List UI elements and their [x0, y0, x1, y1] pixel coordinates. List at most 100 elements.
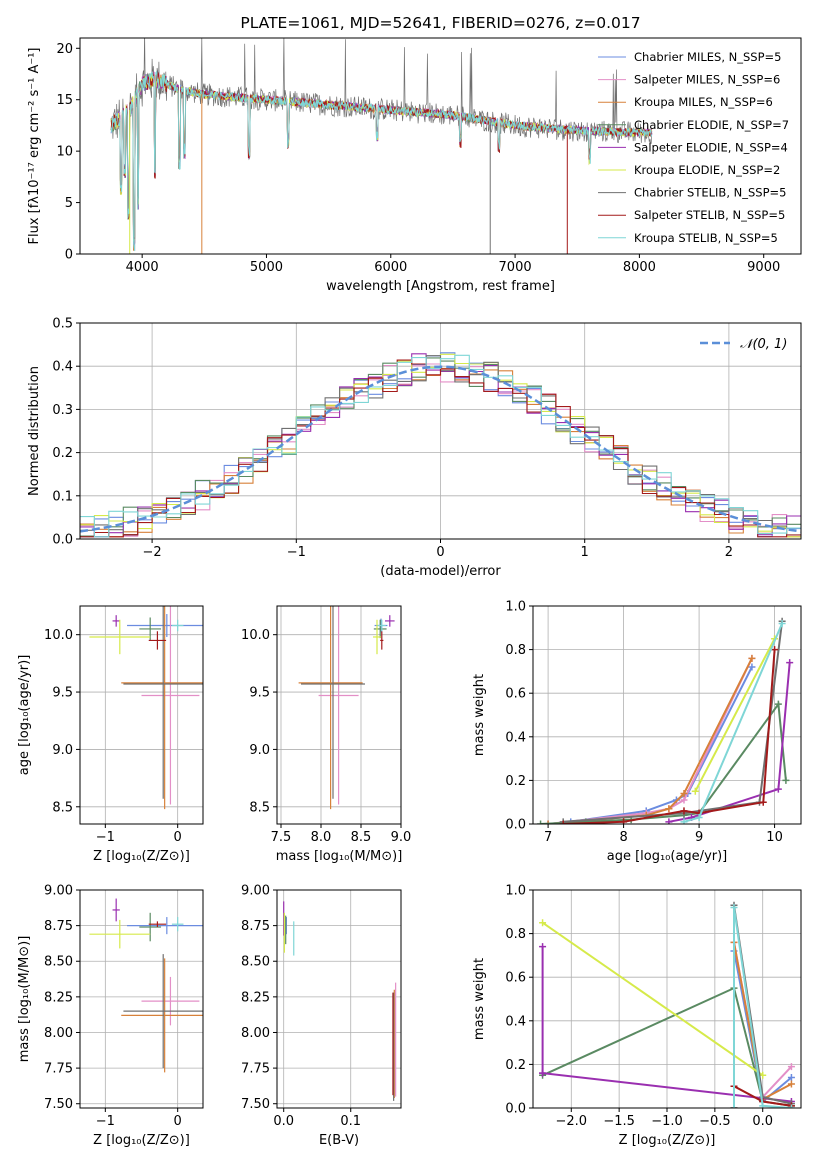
weight-marker — [680, 796, 688, 804]
y-tick-label: 8.00 — [44, 1026, 73, 1041]
x-tick-label: 9 — [695, 830, 703, 845]
x-tick-label: 4000 — [126, 260, 159, 275]
x-tick-label: 0.0 — [273, 1114, 294, 1129]
weight-marker — [665, 805, 673, 813]
errorbar-point-8 — [171, 917, 184, 932]
legend-label: Salpeter ELODIE, N_SSP=4 — [634, 140, 788, 154]
weight-line-4 — [668, 662, 791, 823]
weight-marker — [620, 818, 628, 824]
plot-area — [110, 38, 653, 254]
plot-area — [283, 901, 397, 1101]
x-tick-label: 0.0 — [752, 1114, 773, 1129]
x-tick-label: 0 — [174, 830, 182, 845]
y-tick-label: 7.50 — [44, 1097, 73, 1112]
y-tick-label: 0.0 — [505, 818, 526, 833]
y-tick-label: 0.2 — [505, 774, 526, 789]
x-tick-label: 7.5 — [271, 830, 292, 845]
normal-curve — [80, 365, 801, 533]
x-tick-label: 8 — [619, 830, 627, 845]
x-axis-label: Z [log₁₀(Z/Z⊙)] — [93, 849, 190, 864]
x-tick-label: 8.0 — [311, 830, 332, 845]
y-tick-label: 0.6 — [505, 971, 526, 986]
errorbar-point-3 — [373, 619, 387, 639]
weight-marker — [787, 1073, 795, 1081]
weight-marker — [559, 820, 567, 824]
x-tick-label: 0 — [436, 545, 444, 560]
histogram-8 — [80, 354, 801, 538]
y-axis-label: Flux [fλ10⁻¹⁷ erg cm⁻² s⁻¹ A⁻¹] — [27, 48, 42, 245]
errorbar-point-1 — [141, 606, 200, 805]
weight-line-6 — [563, 621, 784, 823]
y-axis-label: mass weight — [472, 958, 487, 1040]
errorbar-point-0 — [127, 614, 203, 637]
spectrum-line-3 — [110, 72, 653, 239]
errorbar-point-2 — [121, 606, 203, 810]
weight-marker — [787, 1063, 795, 1071]
weight-marker — [539, 943, 547, 951]
y-tick-label: 8.50 — [241, 955, 270, 970]
y-tick-label: 0.2 — [505, 1058, 526, 1073]
legend-label: Chabrier MILES, N_SSP=5 — [634, 50, 781, 64]
errorbar-point-1 — [318, 606, 359, 805]
y-tick-label: 9.0 — [52, 743, 73, 758]
errorbar-point-7 — [148, 631, 167, 650]
weight-marker — [759, 798, 767, 806]
weight-marker — [782, 776, 790, 784]
legend-label: Chabrier ELODIE, N_SSP=7 — [634, 118, 789, 132]
x-axis-label: Z [log₁₀(Z/Z⊙)] — [619, 1133, 716, 1148]
y-tick-label: 0.8 — [505, 643, 526, 658]
errorbar-point-8 — [377, 619, 386, 632]
weight-marker — [539, 1069, 547, 1077]
y-tick-label: 15 — [56, 93, 73, 108]
y-tick-label: 0.2 — [52, 446, 73, 461]
y-tick-label: 0.3 — [52, 403, 73, 418]
y-axis-label: Normed distribution — [27, 366, 42, 496]
plot-area — [89, 898, 203, 1073]
panel-mass_vs_ebv: 0.0 0.1 7.50 7.75 8.00 8.25 8.50 8.75 9.00 E(B-V) — [241, 884, 402, 1148]
errorbar-point-2 — [121, 958, 203, 1073]
axes-frame — [79, 605, 204, 825]
y-tick-label: 8.5 — [52, 800, 73, 815]
weight-marker — [695, 813, 703, 821]
x-tick-label: 8.5 — [351, 830, 372, 845]
y-tick-label: 0.4 — [505, 1014, 526, 1029]
y-tick-label: 7.75 — [241, 1062, 270, 1077]
weight-line-7 — [563, 649, 776, 824]
x-tick-label: 6000 — [374, 260, 407, 275]
y-tick-label: 0.4 — [52, 360, 73, 375]
y-tick-label: 7.75 — [44, 1062, 73, 1077]
axes-frame — [276, 605, 402, 825]
x-axis-label: wavelength [Angstrom, rest frame] — [326, 279, 555, 294]
legend-label: Salpeter MILES, N_SSP=6 — [634, 73, 780, 87]
x-tick-label: −1 — [96, 830, 115, 845]
axes-frame — [79, 37, 802, 255]
weight-marker — [748, 654, 756, 662]
errorbar-point-0 — [127, 917, 203, 935]
x-axis-label: Z [log₁₀(Z/Z⊙)] — [93, 1133, 190, 1148]
plot-area — [537, 617, 794, 824]
weight-marker — [680, 818, 688, 824]
y-tick-label: 0.0 — [52, 533, 73, 548]
weight-marker — [771, 646, 779, 654]
errorbar-point-5 — [89, 619, 151, 655]
x-axis-label: E(B-V) — [319, 1133, 359, 1148]
y-tick-label: 0.1 — [52, 489, 73, 504]
errorbar-point-5 — [373, 619, 381, 655]
y-tick-label: 0.6 — [505, 687, 526, 702]
plot-area — [89, 606, 203, 810]
legend-label: Salpeter STELIB, N_SSP=5 — [634, 208, 785, 222]
spectrum-line-6 — [110, 38, 653, 249]
weight-marker — [759, 1102, 767, 1108]
x-tick-label: 7 — [544, 830, 552, 845]
x-tick-label: 0.1 — [340, 1114, 361, 1129]
legend-label: Kroupa ELODIE, N_SSP=2 — [634, 163, 780, 177]
weight-line-3 — [540, 701, 787, 824]
y-tick-label: 8.50 — [44, 955, 73, 970]
weight-line-5 — [542, 921, 764, 1077]
y-axis-label: age [log₁₀(age/yr)] — [17, 655, 32, 776]
weight-line-0 — [548, 666, 753, 824]
weight-marker — [544, 820, 552, 824]
x-tick-label: −2 — [143, 545, 162, 560]
x-tick-label: 10 — [766, 830, 783, 845]
plot-area — [298, 606, 395, 810]
